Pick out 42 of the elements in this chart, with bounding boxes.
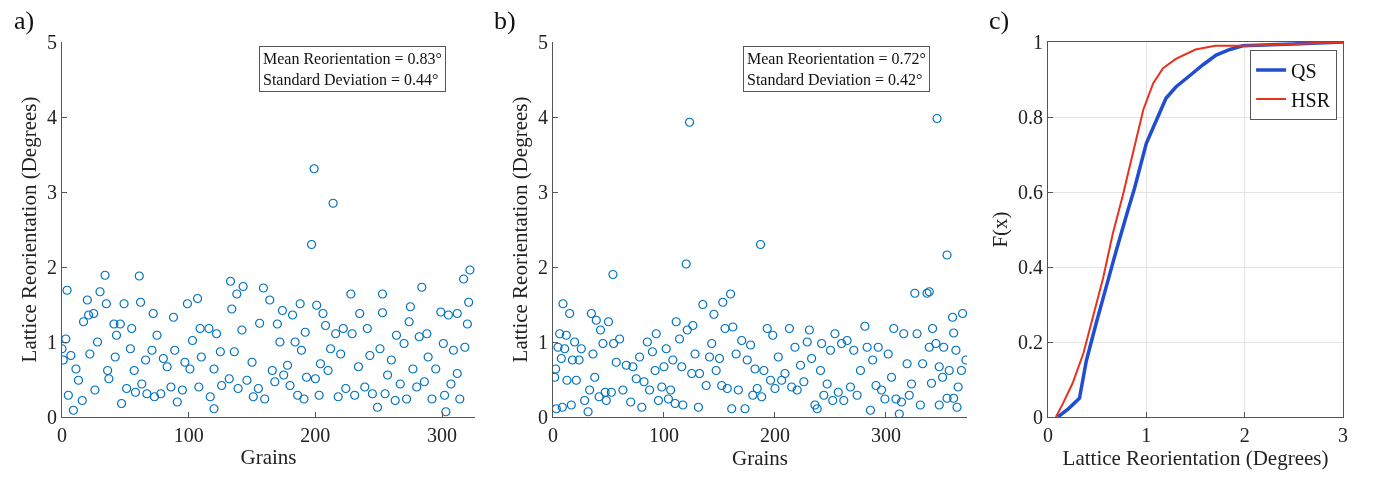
x-tick-label: 100 (648, 424, 679, 446)
chart-title: b) (494, 6, 516, 35)
y-tick-label: 0 (1033, 406, 1043, 428)
x-axis-title: Grains (240, 445, 297, 470)
annotation: Mean Reorientation = 0.72° (747, 50, 926, 67)
y-axis-title: F(x) (988, 211, 1013, 248)
y-axis-title: Lattice Reorientation (Degrees) (508, 96, 533, 363)
legend-label: HSR (1291, 88, 1331, 111)
y-tick-label: 0.4 (1018, 256, 1043, 278)
y-tick-label: 2 (538, 256, 548, 278)
y-tick-label: 5 (47, 31, 57, 53)
y-tick-label: 4 (47, 106, 57, 128)
legend-label: QS (1291, 59, 1317, 82)
y-axis-title: Lattice Reorientation (Degrees) (17, 96, 42, 363)
y-tick-label: 0.2 (1018, 331, 1043, 353)
chart-title: a) (14, 6, 35, 35)
x-tick-label: 300 (870, 424, 901, 446)
x-tick-label: 300 (427, 424, 458, 446)
y-tick-label: 5 (538, 31, 548, 53)
annotation: Standard Deviation = 0.42° (747, 70, 923, 88)
x-tick-label: 1 (1141, 424, 1152, 446)
annotation: Standard Deviation = 0.44° (263, 70, 439, 88)
y-tick-label: 1 (538, 331, 548, 353)
x-tick-label: 200 (759, 424, 790, 446)
annotation: Mean Reorientation = 0.83° (263, 50, 442, 67)
x-tick-label: 2 (1239, 424, 1250, 446)
y-tick-label: 2 (47, 256, 57, 278)
y-tick-label: 3 (47, 181, 57, 203)
y-tick-label: 0.6 (1018, 181, 1043, 203)
x-tick-label: 3 (1338, 424, 1348, 446)
x-tick-label: 100 (173, 424, 204, 446)
chart-title: c) (989, 6, 1010, 35)
y-tick-label: 3 (538, 181, 548, 203)
y-tick-label: 1 (1033, 31, 1043, 53)
y-tick-label: 1 (47, 331, 57, 353)
x-axis-title: Lattice Reorientation (Degrees) (1062, 446, 1329, 470)
y-tick-label: 0 (47, 406, 57, 428)
x-axis-title: Grains (732, 446, 788, 470)
y-tick-label: 4 (538, 106, 548, 128)
y-tick-label: 0 (538, 406, 548, 428)
x-tick-label: 200 (300, 424, 331, 446)
y-tick-label: 0.8 (1018, 106, 1043, 128)
